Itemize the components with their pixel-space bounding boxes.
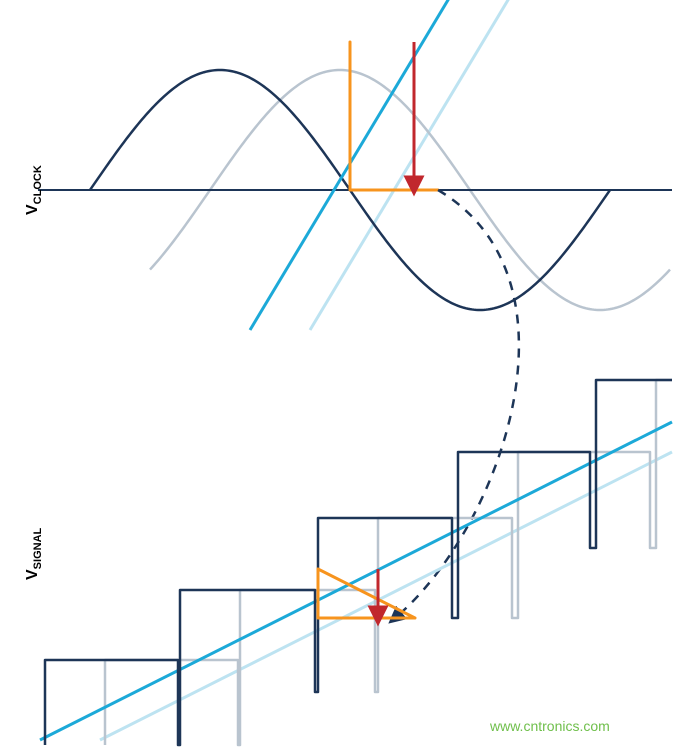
vclock-main: V	[24, 204, 41, 215]
bottom-tangent-cyan	[40, 422, 672, 740]
top-orange-triangle	[350, 42, 438, 190]
vclock-label: VCLOCK	[24, 165, 44, 215]
vsignal-sub: SIGNAL	[32, 528, 44, 570]
signal-step-shifted	[105, 380, 672, 745]
watermark-text: www.cntronics.com	[490, 718, 610, 734]
vsignal-main: V	[24, 569, 41, 580]
vsignal-label: VSIGNAL	[24, 528, 44, 580]
top-tangent-cyan	[250, 0, 460, 330]
jitter-diagram	[0, 0, 676, 747]
vclock-sub: CLOCK	[32, 165, 44, 204]
bottom-tangent-lightcyan	[100, 452, 672, 740]
